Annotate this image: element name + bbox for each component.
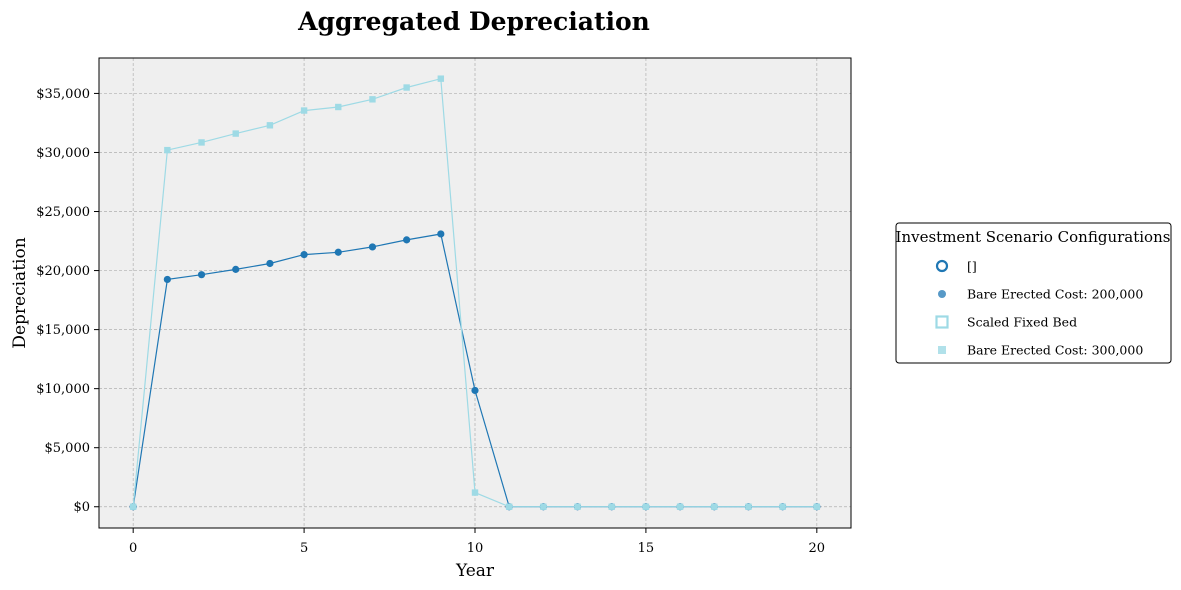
- data-point: [266, 259, 274, 268]
- y-tick-label: $0: [73, 500, 90, 515]
- legend-marker: [938, 346, 946, 354]
- y-tick-label: $15,000: [36, 323, 90, 338]
- data-point: [813, 503, 821, 510]
- data-point: [164, 146, 171, 154]
- data-point: [369, 96, 376, 103]
- data-point: [540, 503, 547, 510]
- data-point: [711, 503, 718, 510]
- legend-entry: Bare Erected Cost: 200,000: [938, 287, 1143, 302]
- legend: Investment Scenario Configurations [] Bar…: [895, 222, 1172, 364]
- data-point: [608, 503, 615, 510]
- data-point: [266, 122, 274, 129]
- data-point: [368, 243, 377, 251]
- data-point: [505, 503, 513, 510]
- data-point: [403, 84, 410, 91]
- series-2: [129, 75, 821, 510]
- y-tick-label: $20,000: [36, 264, 90, 279]
- x-tick-label: 10: [467, 541, 484, 556]
- legend-marker: [935, 259, 949, 273]
- legend-entry: []: [935, 259, 977, 274]
- legend-marker: [935, 315, 949, 329]
- y-axis-label: Depreciation: [10, 237, 30, 348]
- chart-title: Aggregated Depreciation: [297, 7, 650, 36]
- data-point: [334, 248, 342, 256]
- legend-entries: [] Bare Erected Cost: 200,000 Scaled Fixed…: [935, 259, 1143, 358]
- x-ticks: 0 5 10 15 20: [129, 528, 825, 556]
- legend-entry: Scaled Fixed Bed: [935, 315, 1077, 330]
- legend-label: Bare Erected Cost: 200,000: [967, 287, 1143, 302]
- x-tick-label: 5: [300, 541, 308, 556]
- legend-entry: Bare Erected Cost: 300,000: [938, 343, 1143, 358]
- data-point: [779, 503, 786, 510]
- y-tick-label: $35,000: [36, 87, 90, 102]
- grid: [99, 58, 851, 528]
- data-point: [335, 103, 342, 111]
- data-point: [471, 489, 479, 496]
- data-point: [300, 107, 308, 114]
- data-point: [642, 503, 650, 510]
- x-tick-label: 15: [638, 541, 655, 556]
- legend-label: Bare Erected Cost: 300,000: [967, 343, 1143, 358]
- x-axis-label: Year: [455, 561, 495, 581]
- data-point: [745, 503, 752, 510]
- data-point: [232, 265, 240, 273]
- data-point: [129, 503, 137, 510]
- legend-label: []: [967, 259, 977, 274]
- data-point: [437, 230, 445, 238]
- x-tick-label: 0: [129, 541, 137, 556]
- legend-label: Scaled Fixed Bed: [967, 315, 1077, 330]
- data-point: [437, 75, 445, 82]
- y-tick-label: $25,000: [36, 205, 90, 220]
- data-point: [403, 236, 411, 244]
- y-tick-label: $10,000: [36, 382, 90, 397]
- data-point: [197, 271, 206, 279]
- legend-marker: [938, 290, 946, 298]
- series-layer: [129, 75, 821, 511]
- data-point: [471, 386, 479, 395]
- y-tick-label: $30,000: [36, 146, 90, 161]
- data-point: [163, 275, 171, 284]
- data-point: [574, 503, 581, 510]
- data-point: [300, 251, 308, 259]
- y-tick-label: $5,000: [45, 441, 91, 456]
- data-point: [232, 130, 239, 137]
- x-tick-label: 20: [809, 541, 826, 556]
- y-ticks: $0 $5,000 $10,000 $15,000 $20,000 $25,000 $30,…: [36, 87, 99, 515]
- legend-title: Investment Scenario Configurations: [896, 228, 1171, 246]
- data-point: [198, 139, 205, 146]
- data-point: [676, 503, 684, 510]
- legend-box: [895, 222, 1172, 364]
